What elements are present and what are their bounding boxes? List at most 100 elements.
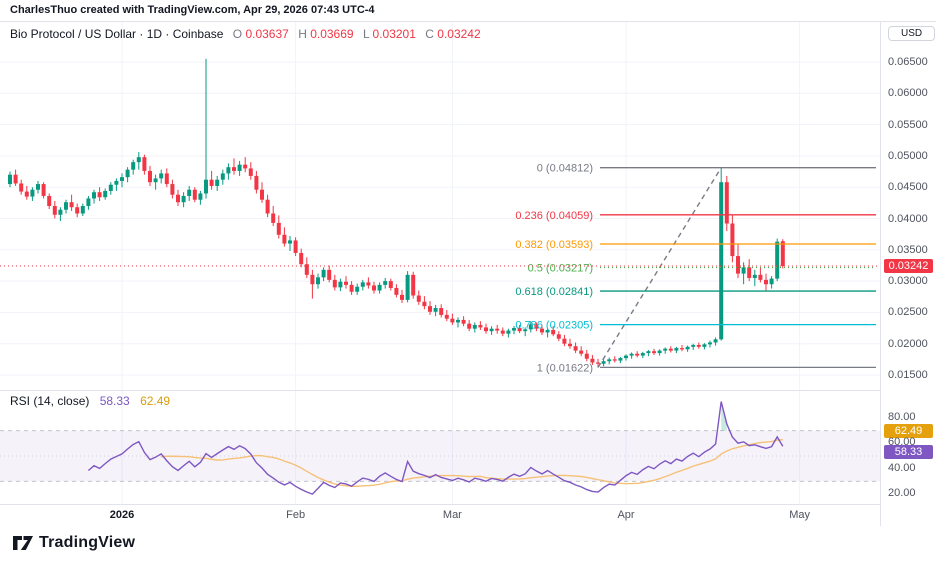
candle-body: [562, 338, 567, 344]
candle-body: [92, 192, 96, 199]
candle-body: [478, 324, 483, 328]
rsi-axis-label: 20.00: [888, 486, 916, 499]
price-axis[interactable]: USD 0.03242 62.49 58.33 0.06500 0.06000 0.…: [880, 22, 936, 526]
symbol-legend[interactable]: Bio Protocol / US Dollar · 1D · Coinbase…: [10, 27, 481, 41]
candle-body: [355, 286, 360, 292]
candle-body: [52, 205, 57, 215]
candle-body: [428, 306, 432, 312]
candle-body: [394, 287, 399, 295]
candle-body: [405, 274, 410, 300]
rsi-legend[interactable]: RSI (14, close) 58.33 62.49: [10, 394, 170, 408]
candle-body: [321, 269, 326, 278]
candle-body: [136, 157, 141, 163]
candle-body: [148, 170, 152, 183]
candle-body: [159, 173, 164, 179]
candle-body: [579, 350, 584, 354]
fib-level-label: 0.618 (0.02841): [515, 286, 593, 298]
candle-body: [618, 358, 623, 361]
close-value: 0.03242: [437, 27, 481, 41]
close-label: C: [425, 27, 434, 41]
price-axis-label: 0.02500: [888, 306, 928, 319]
candle-body: [220, 173, 225, 180]
candle-body: [310, 274, 315, 285]
candle-body: [232, 167, 236, 171]
candle-body: [327, 269, 332, 280]
candle-body: [366, 282, 371, 286]
candle-body: [456, 319, 460, 323]
candle-body: [204, 179, 208, 194]
rsi-axis-label: 60.00: [888, 436, 916, 449]
rsi-title[interactable]: RSI (14, close): [10, 394, 90, 408]
candle-body: [131, 162, 136, 170]
candle-body: [495, 328, 500, 331]
candle-body: [422, 301, 427, 307]
candle-body: [237, 164, 242, 171]
candle-body: [573, 346, 578, 351]
candle-body: [80, 205, 85, 214]
candle-body: [103, 190, 108, 198]
candle-body: [461, 319, 466, 324]
candle-body: [540, 328, 544, 333]
candle-body: [596, 362, 600, 364]
rsi-ma-line: [161, 439, 783, 487]
candle-body: [674, 348, 679, 351]
time-axis-label: May: [789, 509, 810, 521]
candle-body: [349, 284, 354, 292]
attribution-text: CharlesThuo created with TradingView.com…: [10, 4, 375, 16]
candle-body: [640, 353, 645, 356]
candle-body: [663, 348, 668, 351]
price-axis-label: 0.05000: [888, 149, 928, 162]
candle-body: [612, 359, 617, 361]
candle-body: [517, 328, 522, 332]
candle-body: [69, 202, 74, 208]
candle-body: [775, 241, 780, 279]
tradingview-logo[interactable]: TradingView: [12, 533, 135, 553]
price-axis-label: 0.03500: [888, 243, 928, 256]
rsi-pane[interactable]: RSI (14, close) 58.33 62.49: [0, 390, 880, 504]
candle-body: [332, 279, 337, 288]
candle-body: [467, 323, 472, 329]
candle-body: [736, 256, 740, 274]
fib-level-label: 0.382 (0.03593): [515, 239, 593, 251]
fib-level-label: 1 (0.01622): [537, 362, 593, 374]
candle-body: [724, 182, 729, 224]
candle-body: [120, 177, 124, 181]
candle-body: [372, 285, 376, 291]
candle-body: [590, 358, 595, 363]
candle-body: [416, 295, 421, 302]
candle-body: [506, 330, 511, 334]
candle-body: [170, 184, 175, 195]
time-axis-label: Mar: [442, 509, 462, 521]
fib-level-label: 0.5 (0.03217): [528, 263, 593, 275]
candle-body: [209, 179, 214, 186]
candle-body: [528, 324, 533, 330]
candle-body: [680, 348, 684, 350]
price-axis-label: 0.04000: [888, 212, 928, 225]
main-chart-svg[interactable]: 0 (0.04812) 0.236 (0.04059) 0.382 (0.03593…: [0, 22, 880, 390]
candle-body: [316, 277, 320, 285]
price-axis-label: 0.02000: [888, 337, 928, 350]
price-axis-label: 0.05500: [888, 118, 928, 131]
currency-toggle-button[interactable]: USD: [888, 26, 936, 41]
main-chart-pane[interactable]: Bio Protocol / US Dollar · 1D · Coinbase…: [0, 22, 880, 390]
time-axis[interactable]: 2026 Feb Mar Apr May: [0, 504, 880, 526]
rsi-line: [87, 401, 784, 495]
candle-body: [685, 346, 690, 350]
fib-level-label: 0.786 (0.02305): [515, 320, 593, 332]
price-axis-label: 0.06000: [888, 87, 928, 100]
candle-body: [534, 324, 539, 329]
candle-body: [142, 157, 147, 171]
candle-body: [568, 343, 572, 347]
candle-body: [19, 183, 24, 192]
candle-body: [344, 281, 348, 285]
rsi-svg[interactable]: [0, 391, 880, 504]
rsi-badge: 58.33: [884, 445, 933, 460]
candle-body: [780, 241, 785, 266]
candle-body: [243, 164, 248, 169]
candle-body: [400, 294, 404, 300]
symbol-title[interactable]: Bio Protocol / US Dollar · 1D · Coinbase: [10, 27, 224, 41]
candle-body: [108, 184, 113, 191]
candle-body: [254, 175, 259, 190]
candle-body: [125, 169, 130, 178]
high-value: 0.03669: [310, 27, 354, 41]
